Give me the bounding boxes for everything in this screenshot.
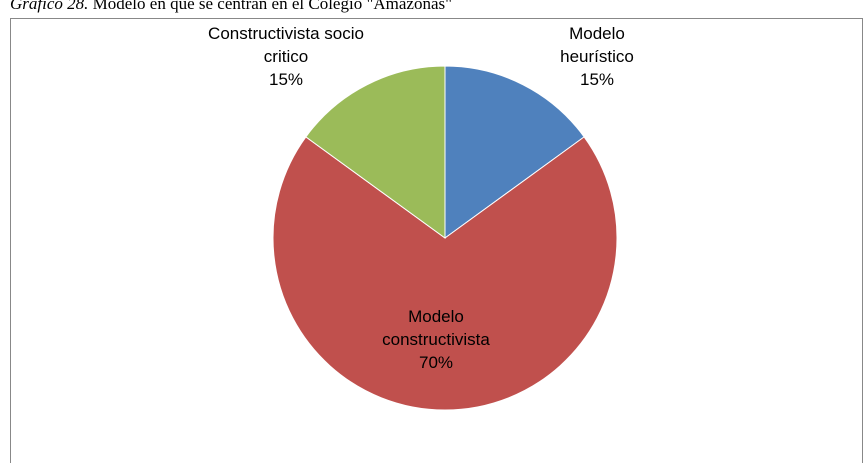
slice-value: 15% [268,70,304,89]
slice-label: Constructivista socio critico 15% [201,22,371,91]
slice-name: Constructivista socio critico [208,24,364,66]
slice-name: Modelo heurístico [560,24,634,66]
slice-value: 70% [418,353,454,372]
caption-label: Gráfico 28. [10,0,89,13]
slice-label: Modelo constructivista 70% [371,305,501,374]
pie-slice [305,65,446,239]
pie-slice [444,65,585,239]
chart-frame [10,18,863,463]
chart-title: Modelo en que se centran en el Colegio "… [92,0,453,13]
caption: Gráfico 28. Modelo en que se centran en … [10,0,452,14]
slice-label: Modelo heurístico 15% [542,22,652,91]
slice-value: 15% [579,70,615,89]
slice-name: Modelo constructivista [382,307,490,349]
pie-slice [272,136,618,411]
